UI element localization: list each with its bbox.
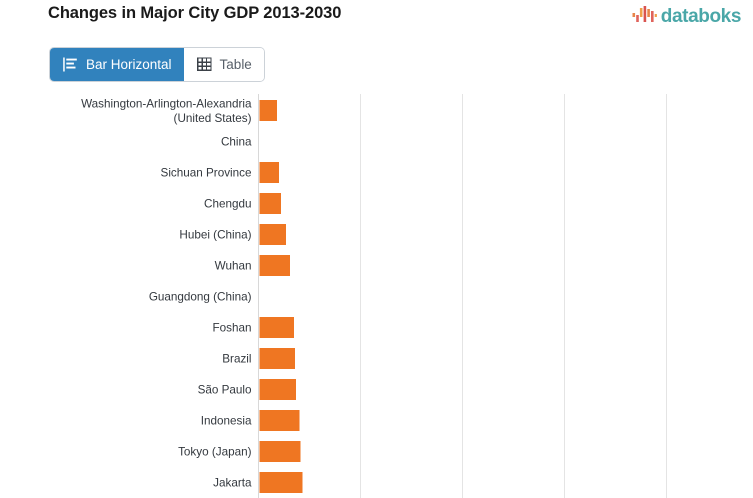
category-label: Chengdu <box>204 198 251 211</box>
bar[interactable] <box>259 410 300 431</box>
bar[interactable] <box>259 472 303 493</box>
bar[interactable] <box>259 100 277 121</box>
view-toggle-group[interactable]: Bar Horizontal Table <box>50 48 264 81</box>
bar[interactable] <box>259 255 291 276</box>
tab-bar-horizontal[interactable]: Bar Horizontal <box>50 48 184 81</box>
category-label: Foshan <box>213 322 252 335</box>
bar-horizontal-icon <box>63 57 77 72</box>
brand-name: databoks <box>660 5 742 27</box>
bar[interactable] <box>259 348 296 369</box>
category-label: São Paulo <box>198 384 252 397</box>
category-label: China <box>221 136 252 149</box>
tab-table-label: Table <box>219 57 252 72</box>
category-label: Jakarta <box>213 477 252 490</box>
bar[interactable] <box>259 193 281 214</box>
chart-bars <box>259 100 303 493</box>
chart-gridlines <box>359 94 667 498</box>
chart-container: Washington-Arlington-Alexandria (United S… <box>0 94 753 498</box>
databoks-bars-icon <box>632 6 657 22</box>
category-label: Indonesia <box>201 415 252 428</box>
brand-logo: databoks <box>632 3 741 29</box>
chart-category-labels: Washington-Arlington-Alexandria (United S… <box>81 97 252 489</box>
page-header: Changes in Major City GDP 2013-2030 data… <box>0 0 753 38</box>
bar[interactable] <box>259 317 295 338</box>
tab-bar-horizontal-label: Bar Horizontal <box>86 57 172 72</box>
bar[interactable] <box>259 162 279 183</box>
category-label: Hubei (China) <box>179 229 251 242</box>
category-label: Sichuan Province <box>161 167 252 180</box>
page-title: Changes in Major City GDP 2013-2030 <box>48 4 342 22</box>
bar[interactable] <box>259 441 301 462</box>
tab-table[interactable]: Table <box>183 48 264 81</box>
category-label: Tokyo (Japan) <box>178 446 252 459</box>
category-label: Wuhan <box>215 260 252 273</box>
category-label: Guangdong (China) <box>149 291 252 304</box>
bar-horizontal-chart: Washington-Arlington-Alexandria (United S… <box>81 94 667 498</box>
bar[interactable] <box>259 379 297 400</box>
category-label: Washington-Arlington-Alexandria (United S… <box>81 97 252 125</box>
category-label: Brazil <box>222 353 251 366</box>
bar[interactable] <box>259 224 287 245</box>
table-grid-icon <box>196 57 212 72</box>
